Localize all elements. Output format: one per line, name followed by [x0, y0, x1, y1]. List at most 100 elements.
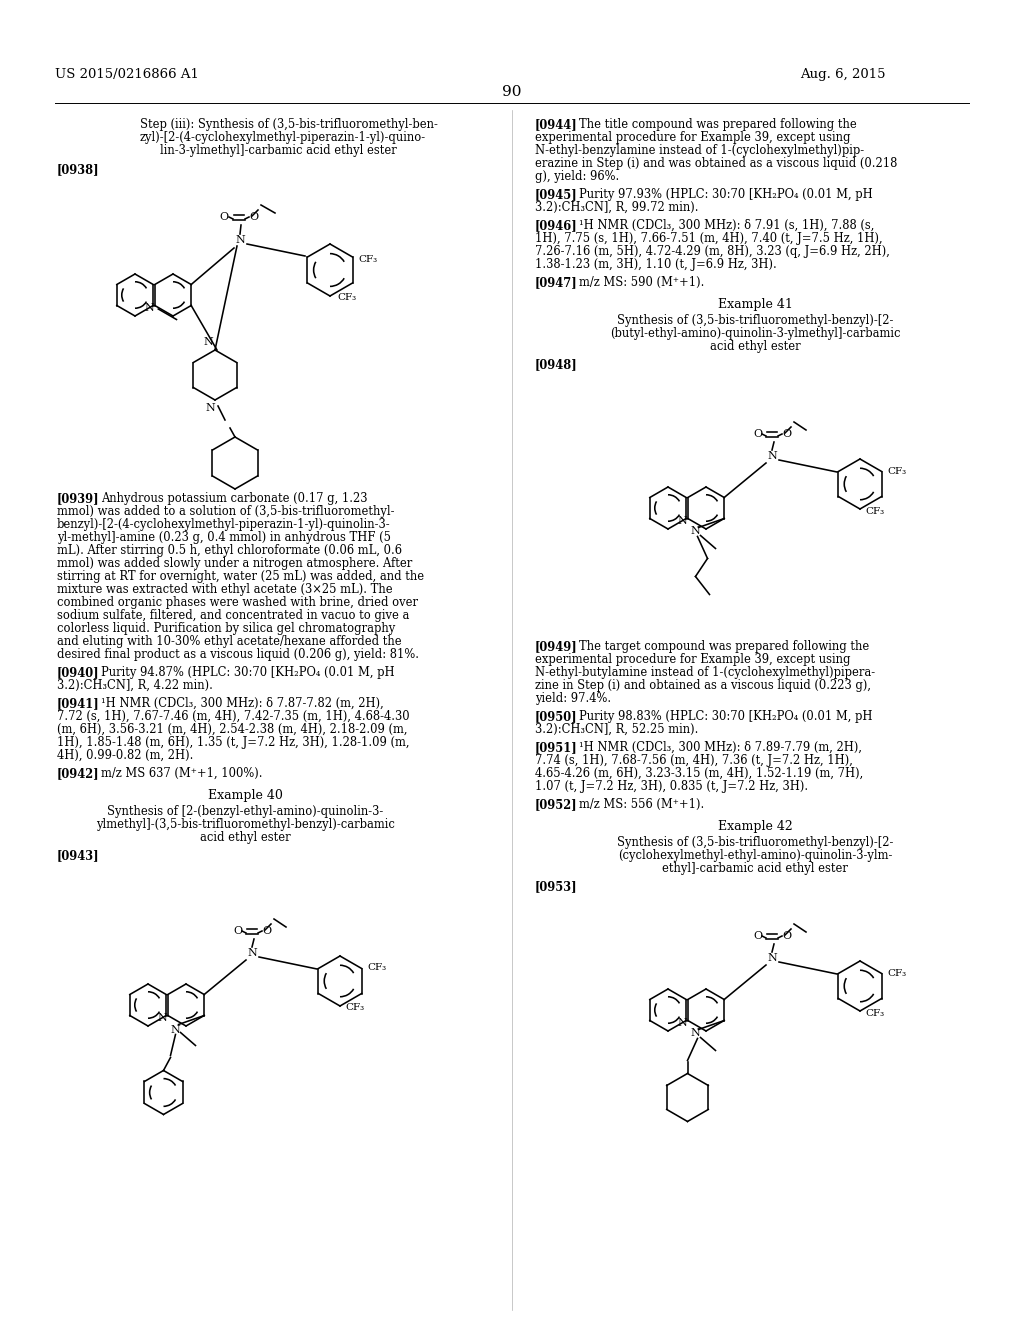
Text: Synthesis of (3,5-bis-trifluoromethyl-benzyl)-[2-: Synthesis of (3,5-bis-trifluoromethyl-be…	[616, 836, 893, 849]
Text: N: N	[171, 1026, 180, 1035]
Text: Step (iii): Synthesis of (3,5-bis-trifluoromethyl-ben-: Step (iii): Synthesis of (3,5-bis-triflu…	[140, 117, 438, 131]
Text: [0939]: [0939]	[57, 492, 99, 506]
Text: mmol) was added slowly under a nitrogen atmosphere. After: mmol) was added slowly under a nitrogen …	[57, 557, 413, 570]
Text: US 2015/0216866 A1: US 2015/0216866 A1	[55, 69, 199, 81]
Text: CF₃: CF₃	[358, 255, 377, 264]
Text: O: O	[782, 931, 792, 941]
Text: ylmethyl]-(3,5-bis-trifluoromethyl-benzyl)-carbamic: ylmethyl]-(3,5-bis-trifluoromethyl-benzy…	[95, 818, 394, 832]
Text: ¹H NMR (CDCl₃, 300 MHz): δ 7.87-7.82 (m, 2H),: ¹H NMR (CDCl₃, 300 MHz): δ 7.87-7.82 (m,…	[101, 697, 384, 710]
Text: mixture was extracted with ethyl acetate (3×25 mL). The: mixture was extracted with ethyl acetate…	[57, 583, 392, 597]
Text: O: O	[753, 931, 762, 941]
Text: m/z MS: 556 (M⁺+1).: m/z MS: 556 (M⁺+1).	[579, 799, 705, 810]
Text: and eluting with 10-30% ethyl acetate/hexane afforded the: and eluting with 10-30% ethyl acetate/he…	[57, 635, 401, 648]
Text: yl-methyl]-amine (0.23 g, 0.4 mmol) in anhydrous THF (5: yl-methyl]-amine (0.23 g, 0.4 mmol) in a…	[57, 531, 391, 544]
Text: 1H), 1.85-1.48 (m, 6H), 1.35 (t, J=7.2 Hz, 3H), 1.28-1.09 (m,: 1H), 1.85-1.48 (m, 6H), 1.35 (t, J=7.2 H…	[57, 737, 410, 748]
Text: N-ethyl-butylamine instead of 1-(cyclohexylmethyl)pipera-: N-ethyl-butylamine instead of 1-(cyclohe…	[535, 667, 876, 678]
Text: 1.07 (t, J=7.2 Hz, 3H), 0.835 (t, J=7.2 Hz, 3H).: 1.07 (t, J=7.2 Hz, 3H), 0.835 (t, J=7.2 …	[535, 780, 808, 793]
Text: [0949]: [0949]	[535, 640, 578, 653]
Text: m/z MS 637 (M⁺+1, 100%).: m/z MS 637 (M⁺+1, 100%).	[101, 767, 262, 780]
Text: ¹H NMR (CDCl₃, 300 MHz): δ 7.89-7.79 (m, 2H),: ¹H NMR (CDCl₃, 300 MHz): δ 7.89-7.79 (m,…	[579, 741, 862, 754]
Text: N: N	[236, 235, 245, 246]
Text: 3.2):CH₃CN], R, 99.72 min).: 3.2):CH₃CN], R, 99.72 min).	[535, 201, 698, 214]
Text: 4H), 0.99-0.82 (m, 2H).: 4H), 0.99-0.82 (m, 2H).	[57, 748, 194, 762]
Text: [0945]: [0945]	[535, 187, 578, 201]
Text: O: O	[753, 429, 762, 440]
Text: N: N	[247, 948, 257, 958]
Text: acid ethyl ester: acid ethyl ester	[710, 341, 801, 352]
Text: N: N	[144, 302, 154, 313]
Text: O: O	[782, 429, 792, 440]
Text: 4.65-4.26 (m, 6H), 3.23-3.15 (m, 4H), 1.52-1.19 (m, 7H),: 4.65-4.26 (m, 6H), 3.23-3.15 (m, 4H), 1.…	[535, 767, 863, 780]
Text: O: O	[262, 927, 271, 936]
Text: N: N	[690, 527, 700, 536]
Text: 7.72 (s, 1H), 7.67-7.46 (m, 4H), 7.42-7.35 (m, 1H), 4.68-4.30: 7.72 (s, 1H), 7.67-7.46 (m, 4H), 7.42-7.…	[57, 710, 410, 723]
Text: benzyl)-[2-(4-cyclohexylmethyl-piperazin-1-yl)-quinolin-3-: benzyl)-[2-(4-cyclohexylmethyl-piperazin…	[57, 517, 390, 531]
Text: CF₃: CF₃	[345, 1003, 365, 1012]
Text: Example 40: Example 40	[208, 789, 283, 803]
Text: [0951]: [0951]	[535, 741, 578, 754]
Text: CF₃: CF₃	[367, 964, 386, 973]
Text: N: N	[767, 953, 777, 964]
Text: g), yield: 96%.: g), yield: 96%.	[535, 170, 620, 183]
Text: [0943]: [0943]	[57, 849, 99, 862]
Text: N-ethyl-benzylamine instead of 1-(cyclohexylmethyl)pip-: N-ethyl-benzylamine instead of 1-(cycloh…	[535, 144, 864, 157]
Text: 90: 90	[502, 84, 522, 99]
Text: 1H), 7.75 (s, 1H), 7.66-7.51 (m, 4H), 7.40 (t, J=7.5 Hz, 1H),: 1H), 7.75 (s, 1H), 7.66-7.51 (m, 4H), 7.…	[535, 232, 883, 246]
Text: stirring at RT for overnight, water (25 mL) was added, and the: stirring at RT for overnight, water (25 …	[57, 570, 424, 583]
Text: [0938]: [0938]	[57, 162, 99, 176]
Text: The title compound was prepared following the: The title compound was prepared followin…	[579, 117, 857, 131]
Text: N: N	[690, 1028, 700, 1039]
Text: Synthesis of [2-(benzyl-ethyl-amino)-quinolin-3-: Synthesis of [2-(benzyl-ethyl-amino)-qui…	[106, 805, 383, 818]
Text: Purity 98.83% (HPLC: 30:70 [KH₂PO₄ (0.01 M, pH: Purity 98.83% (HPLC: 30:70 [KH₂PO₄ (0.01…	[579, 710, 872, 723]
Text: N: N	[767, 451, 777, 461]
Text: ethyl]-carbamic acid ethyl ester: ethyl]-carbamic acid ethyl ester	[663, 862, 848, 875]
Text: CF₃: CF₃	[338, 293, 357, 302]
Text: 3.2):CH₃CN], R, 52.25 min).: 3.2):CH₃CN], R, 52.25 min).	[535, 723, 698, 737]
Text: CF₃: CF₃	[887, 466, 906, 475]
Text: N: N	[677, 516, 687, 525]
Text: [0944]: [0944]	[535, 117, 578, 131]
Text: N: N	[677, 1018, 687, 1028]
Text: m/z MS: 590 (M⁺+1).: m/z MS: 590 (M⁺+1).	[579, 276, 705, 289]
Text: O: O	[220, 213, 229, 222]
Text: sodium sulfate, filtered, and concentrated in vacuo to give a: sodium sulfate, filtered, and concentrat…	[57, 609, 410, 622]
Text: Example 42: Example 42	[718, 820, 793, 833]
Text: CF₃: CF₃	[865, 507, 884, 516]
Text: (cyclohexylmethyl-ethyl-amino)-quinolin-3-ylm-: (cyclohexylmethyl-ethyl-amino)-quinolin-…	[617, 849, 892, 862]
Text: 7.74 (s, 1H), 7.68-7.56 (m, 4H), 7.36 (t, J=7.2 Hz, 1H),: 7.74 (s, 1H), 7.68-7.56 (m, 4H), 7.36 (t…	[535, 754, 853, 767]
Text: The target compound was prepared following the: The target compound was prepared followi…	[579, 640, 869, 653]
Text: [0942]: [0942]	[57, 767, 99, 780]
Text: acid ethyl ester: acid ethyl ester	[200, 832, 291, 843]
Text: Aug. 6, 2015: Aug. 6, 2015	[800, 69, 886, 81]
Text: CF₃: CF₃	[887, 969, 906, 978]
Text: lin-3-ylmethyl]-carbamic acid ethyl ester: lin-3-ylmethyl]-carbamic acid ethyl este…	[160, 144, 396, 157]
Text: mL). After stirring 0.5 h, ethyl chloroformate (0.06 mL, 0.6: mL). After stirring 0.5 h, ethyl chlorof…	[57, 544, 402, 557]
Text: N: N	[205, 403, 215, 413]
Text: (m, 6H), 3.56-3.21 (m, 4H), 2.54-2.38 (m, 4H), 2.18-2.09 (m,: (m, 6H), 3.56-3.21 (m, 4H), 2.54-2.38 (m…	[57, 723, 408, 737]
Text: yield: 97.4%.: yield: 97.4%.	[535, 692, 611, 705]
Text: Synthesis of (3,5-bis-trifluoromethyl-benzyl)-[2-: Synthesis of (3,5-bis-trifluoromethyl-be…	[616, 314, 893, 327]
Text: Example 41: Example 41	[718, 298, 793, 312]
Text: 3.2):CH₃CN], R, 4.22 min).: 3.2):CH₃CN], R, 4.22 min).	[57, 678, 213, 692]
Text: 1.38-1.23 (m, 3H), 1.10 (t, J=6.9 Hz, 3H).: 1.38-1.23 (m, 3H), 1.10 (t, J=6.9 Hz, 3H…	[535, 257, 777, 271]
Text: Purity 97.93% (HPLC: 30:70 [KH₂PO₄ (0.01 M, pH: Purity 97.93% (HPLC: 30:70 [KH₂PO₄ (0.01…	[579, 187, 872, 201]
Text: desired final product as a viscous liquid (0.206 g), yield: 81%.: desired final product as a viscous liqui…	[57, 648, 419, 661]
Text: N: N	[157, 1012, 167, 1023]
Text: [0948]: [0948]	[535, 358, 578, 371]
Text: N: N	[203, 337, 213, 347]
Text: Purity 94.87% (HPLC: 30:70 [KH₂PO₄ (0.01 M, pH: Purity 94.87% (HPLC: 30:70 [KH₂PO₄ (0.01…	[101, 667, 394, 678]
Text: combined organic phases were washed with brine, dried over: combined organic phases were washed with…	[57, 597, 418, 609]
Text: colorless liquid. Purification by silica gel chromatography: colorless liquid. Purification by silica…	[57, 622, 395, 635]
Text: [0953]: [0953]	[535, 880, 578, 894]
Text: O: O	[249, 213, 258, 222]
Text: erazine in Step (i) and was obtained as a viscous liquid (0.218: erazine in Step (i) and was obtained as …	[535, 157, 897, 170]
Text: [0952]: [0952]	[535, 799, 578, 810]
Text: experimental procedure for Example 39, except using: experimental procedure for Example 39, e…	[535, 653, 851, 667]
Text: CF₃: CF₃	[865, 1008, 884, 1018]
Text: [0950]: [0950]	[535, 710, 578, 723]
Text: zyl)-[2-(4-cyclohexylmethyl-piperazin-1-yl)-quino-: zyl)-[2-(4-cyclohexylmethyl-piperazin-1-…	[140, 131, 426, 144]
Text: mmol) was added to a solution of (3,5-bis-trifluoromethyl-: mmol) was added to a solution of (3,5-bi…	[57, 506, 394, 517]
Text: [0940]: [0940]	[57, 667, 99, 678]
Text: [0941]: [0941]	[57, 697, 99, 710]
Text: zine in Step (i) and obtained as a viscous liquid (0.223 g),: zine in Step (i) and obtained as a visco…	[535, 678, 871, 692]
